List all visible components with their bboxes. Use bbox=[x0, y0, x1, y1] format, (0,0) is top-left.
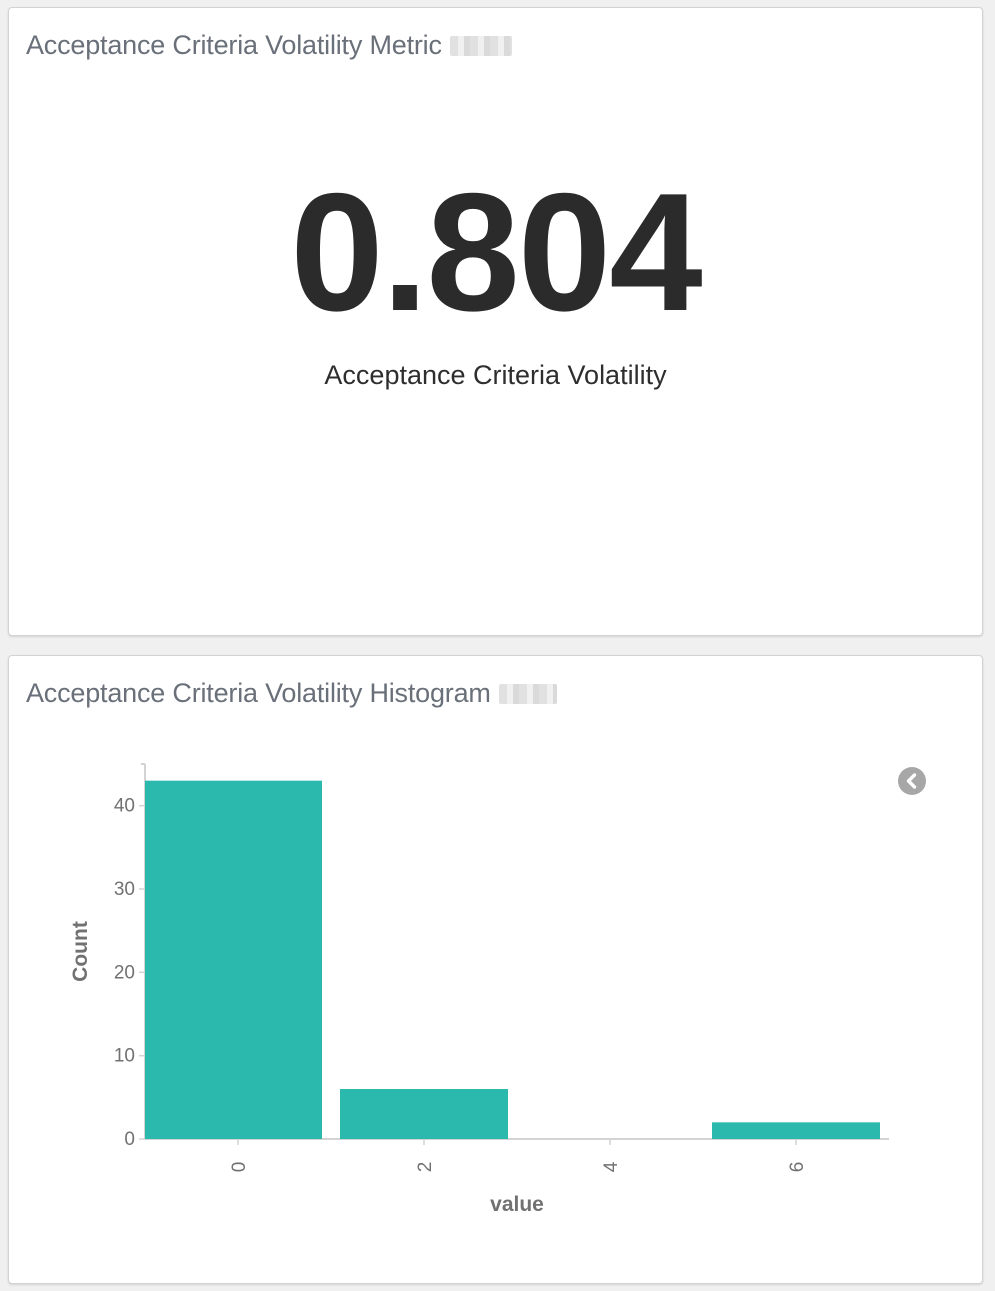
legend-toggle-button[interactable] bbox=[898, 767, 926, 795]
histogram-bar bbox=[712, 1122, 880, 1139]
x-tick-label: 2 bbox=[415, 1162, 436, 1173]
x-tick-label: 6 bbox=[787, 1162, 808, 1173]
histogram-panel: Acceptance Criteria Volatility Histogram… bbox=[8, 655, 983, 1284]
metric-panel-title-text: Acceptance Criteria Volatility Metric bbox=[26, 30, 442, 60]
y-tick-label: 40 bbox=[114, 796, 135, 817]
y-tick-label: 10 bbox=[114, 1046, 135, 1067]
x-tick-label: 0 bbox=[229, 1162, 250, 1173]
histogram-bar bbox=[145, 780, 322, 1139]
redacted-suffix bbox=[498, 683, 557, 704]
metric-panel: Acceptance Criteria Volatility Metric 0.… bbox=[8, 7, 983, 636]
metric-label: Acceptance Criteria Volatility bbox=[324, 360, 667, 390]
chevron-left-icon bbox=[906, 773, 917, 789]
histogram-chart: 0 10 20 30 40 0 2 4 6 value Count bbox=[69, 763, 889, 1216]
y-tick-label: 30 bbox=[114, 879, 135, 900]
redacted-suffix bbox=[449, 35, 512, 56]
y-tick-label: 20 bbox=[114, 962, 135, 983]
metric-value: 0.804 bbox=[290, 158, 702, 346]
histogram-panel-title-text: Acceptance Criteria Volatility Histogram bbox=[26, 678, 491, 708]
y-axis-title: Count bbox=[69, 921, 92, 982]
y-tick-label: 0 bbox=[124, 1129, 135, 1150]
histogram-panel-title: Acceptance Criteria Volatility Histogram bbox=[26, 678, 557, 709]
histogram-bar bbox=[340, 1089, 508, 1139]
metric-panel-title: Acceptance Criteria Volatility Metric bbox=[26, 30, 512, 61]
x-axis-title: value bbox=[490, 1193, 544, 1216]
x-tick-label: 4 bbox=[601, 1161, 622, 1172]
